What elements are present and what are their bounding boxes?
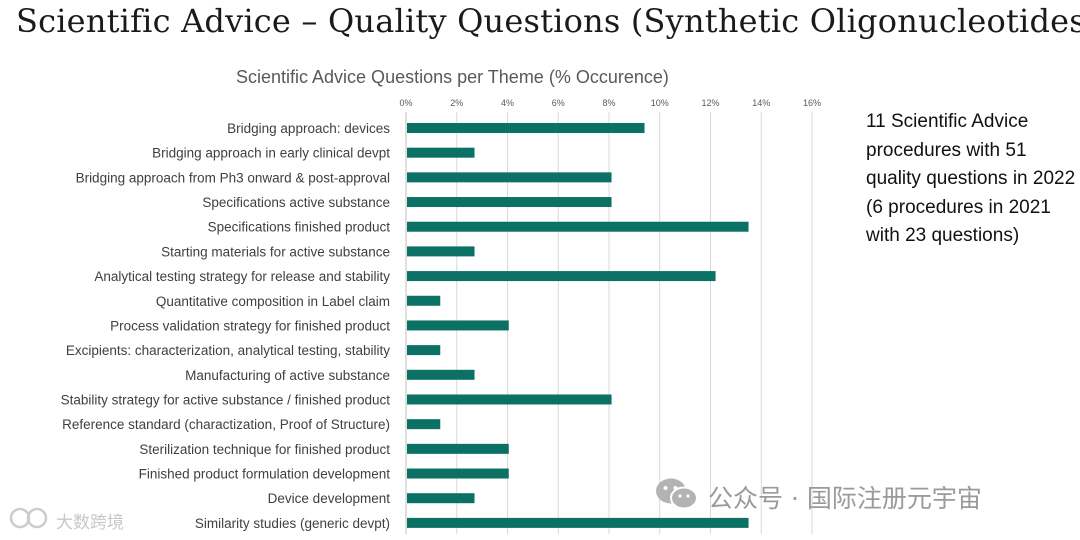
x-tick-label: 4% xyxy=(501,98,514,108)
x-tick-label: 16% xyxy=(803,98,821,108)
bar xyxy=(407,172,612,183)
x-tick-label: 0% xyxy=(399,98,412,108)
category-label: Excipients: characterization, analytical… xyxy=(66,343,390,358)
x-tick-label: 6% xyxy=(552,98,565,108)
x-tick-label: 14% xyxy=(752,98,770,108)
category-label: Similarity studies (generic devpt) xyxy=(195,516,390,531)
category-label: Manufacturing of active substance xyxy=(185,368,390,383)
slide-title: Scientific Advice – Quality Questions (S… xyxy=(16,2,1080,40)
bar xyxy=(407,419,441,430)
bar xyxy=(407,345,441,356)
category-label: Starting materials for active substance xyxy=(161,244,390,259)
category-label: Bridging approach: devices xyxy=(227,121,390,136)
category-label: Finished product formulation development xyxy=(139,467,391,482)
category-label: Analytical testing strategy for release … xyxy=(94,269,390,284)
bar xyxy=(407,271,716,282)
category-label: Process validation strategy for finished… xyxy=(110,318,390,333)
bar xyxy=(407,443,509,454)
watermark-wechat: 公众号 · 国际注册元宇宙 xyxy=(654,478,982,516)
wechat-icon xyxy=(654,475,700,519)
category-label: Sterilization technique for finished pro… xyxy=(139,442,390,457)
x-tick-label: 12% xyxy=(701,98,719,108)
category-label: Specifications finished product xyxy=(208,220,391,235)
bar xyxy=(407,394,612,405)
x-tick-label: 10% xyxy=(651,98,669,108)
watermark-brand-text: 大数跨境 xyxy=(56,512,124,533)
bar xyxy=(407,295,441,306)
bar xyxy=(407,468,509,479)
category-label: Bridging approach from Ph3 onward & post… xyxy=(76,170,390,185)
bar xyxy=(407,221,749,232)
chart-title: Scientific Advice Questions per Theme (%… xyxy=(236,67,669,87)
x-tick-label: 2% xyxy=(450,98,463,108)
bar xyxy=(407,517,749,528)
x-tick-label: 8% xyxy=(602,98,615,108)
bar xyxy=(407,246,475,257)
side-note: 11 Scientific Advice procedures with 51 … xyxy=(866,111,1076,246)
bar xyxy=(407,369,475,380)
bar xyxy=(407,147,475,158)
bar xyxy=(407,197,612,208)
watermark-wechat-text: 公众号 · 国际注册元宇宙 xyxy=(708,484,982,513)
category-label: Device development xyxy=(268,491,391,506)
category-label: Specifications active substance xyxy=(202,195,390,210)
logo-icon xyxy=(8,506,50,535)
category-label: Reference standard (charactization, Proo… xyxy=(62,417,390,432)
category-label: Bridging approach in early clinical devp… xyxy=(152,146,390,161)
category-label: Quantitative composition in Label claim xyxy=(156,294,390,309)
category-label: Stability strategy for active substance … xyxy=(61,392,391,407)
watermark-brand: 大数跨境 xyxy=(8,506,124,534)
bar xyxy=(407,493,475,504)
bar xyxy=(407,320,509,331)
bar xyxy=(407,123,645,133)
